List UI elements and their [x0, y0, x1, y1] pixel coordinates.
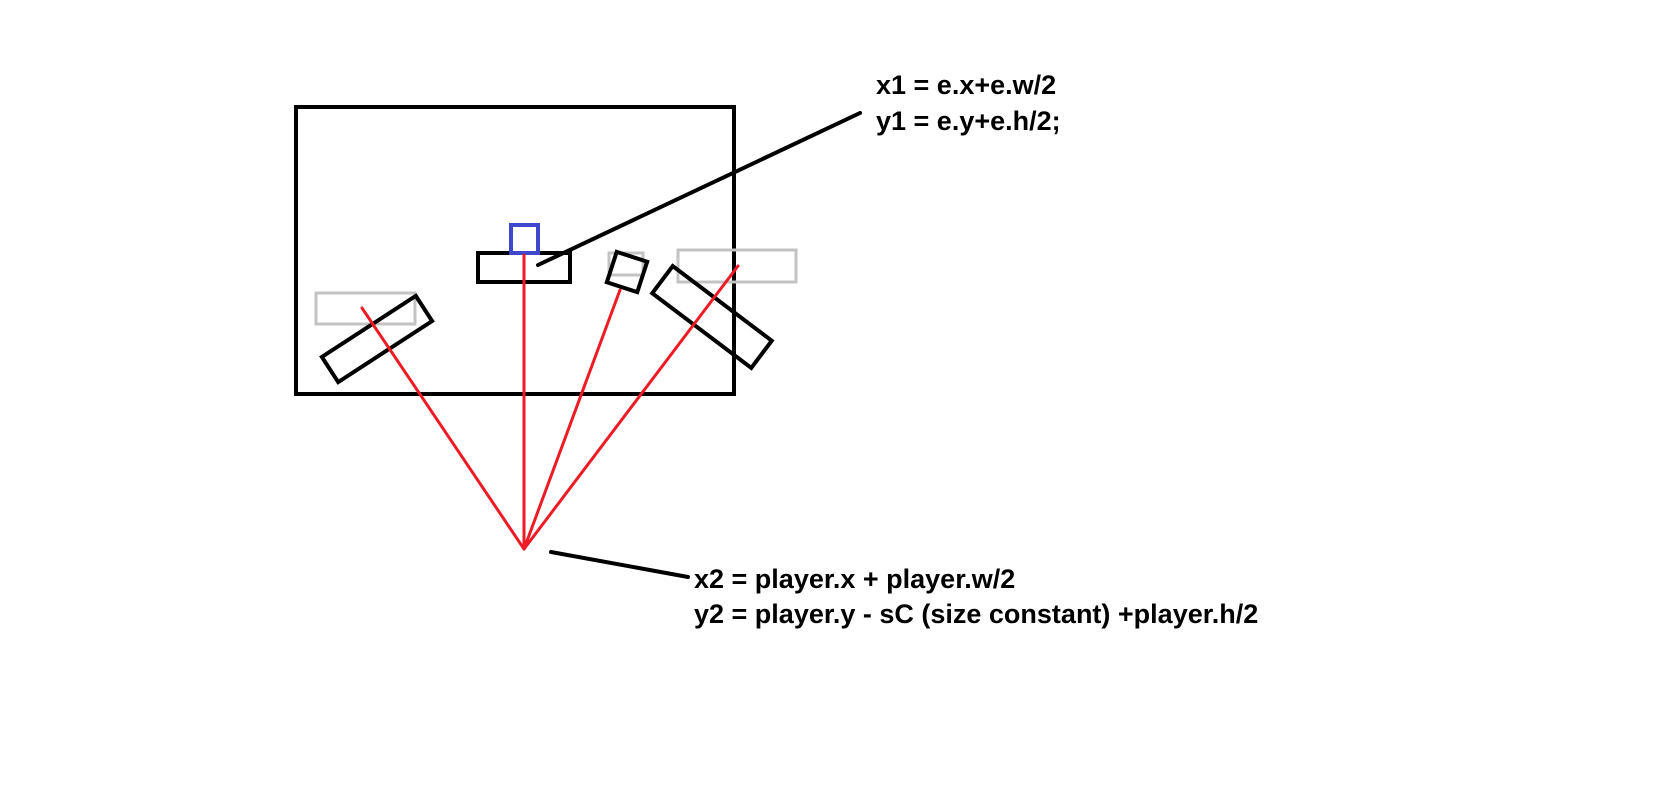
ray-small: [522, 288, 622, 551]
callout-line-top: [536, 111, 862, 267]
rotated-rect-small: [604, 249, 650, 295]
entity-center-y-label: y1 = e.y+e.h/2;: [876, 106, 1061, 136]
ghost-rect-left: [314, 291, 417, 326]
ray-group: [360, 253, 740, 551]
ghost-rect-right: [676, 248, 798, 284]
entity-center-marker: [509, 223, 540, 255]
ray-left: [360, 306, 526, 551]
player-origin-x-label: x2 = player.x + player.w/2: [694, 564, 1016, 594]
rotated-rect-right: [649, 263, 775, 371]
ray-right: [522, 264, 740, 551]
entity-center-x-label: x1 = e.x+e.w/2: [876, 70, 1057, 100]
rotated-rect-left: [319, 293, 435, 385]
callout-line-bottom: [549, 550, 690, 579]
viewport-frame: [294, 105, 736, 396]
player-origin-y-label: y2 = player.y - sC (size constant) +play…: [694, 599, 1259, 629]
